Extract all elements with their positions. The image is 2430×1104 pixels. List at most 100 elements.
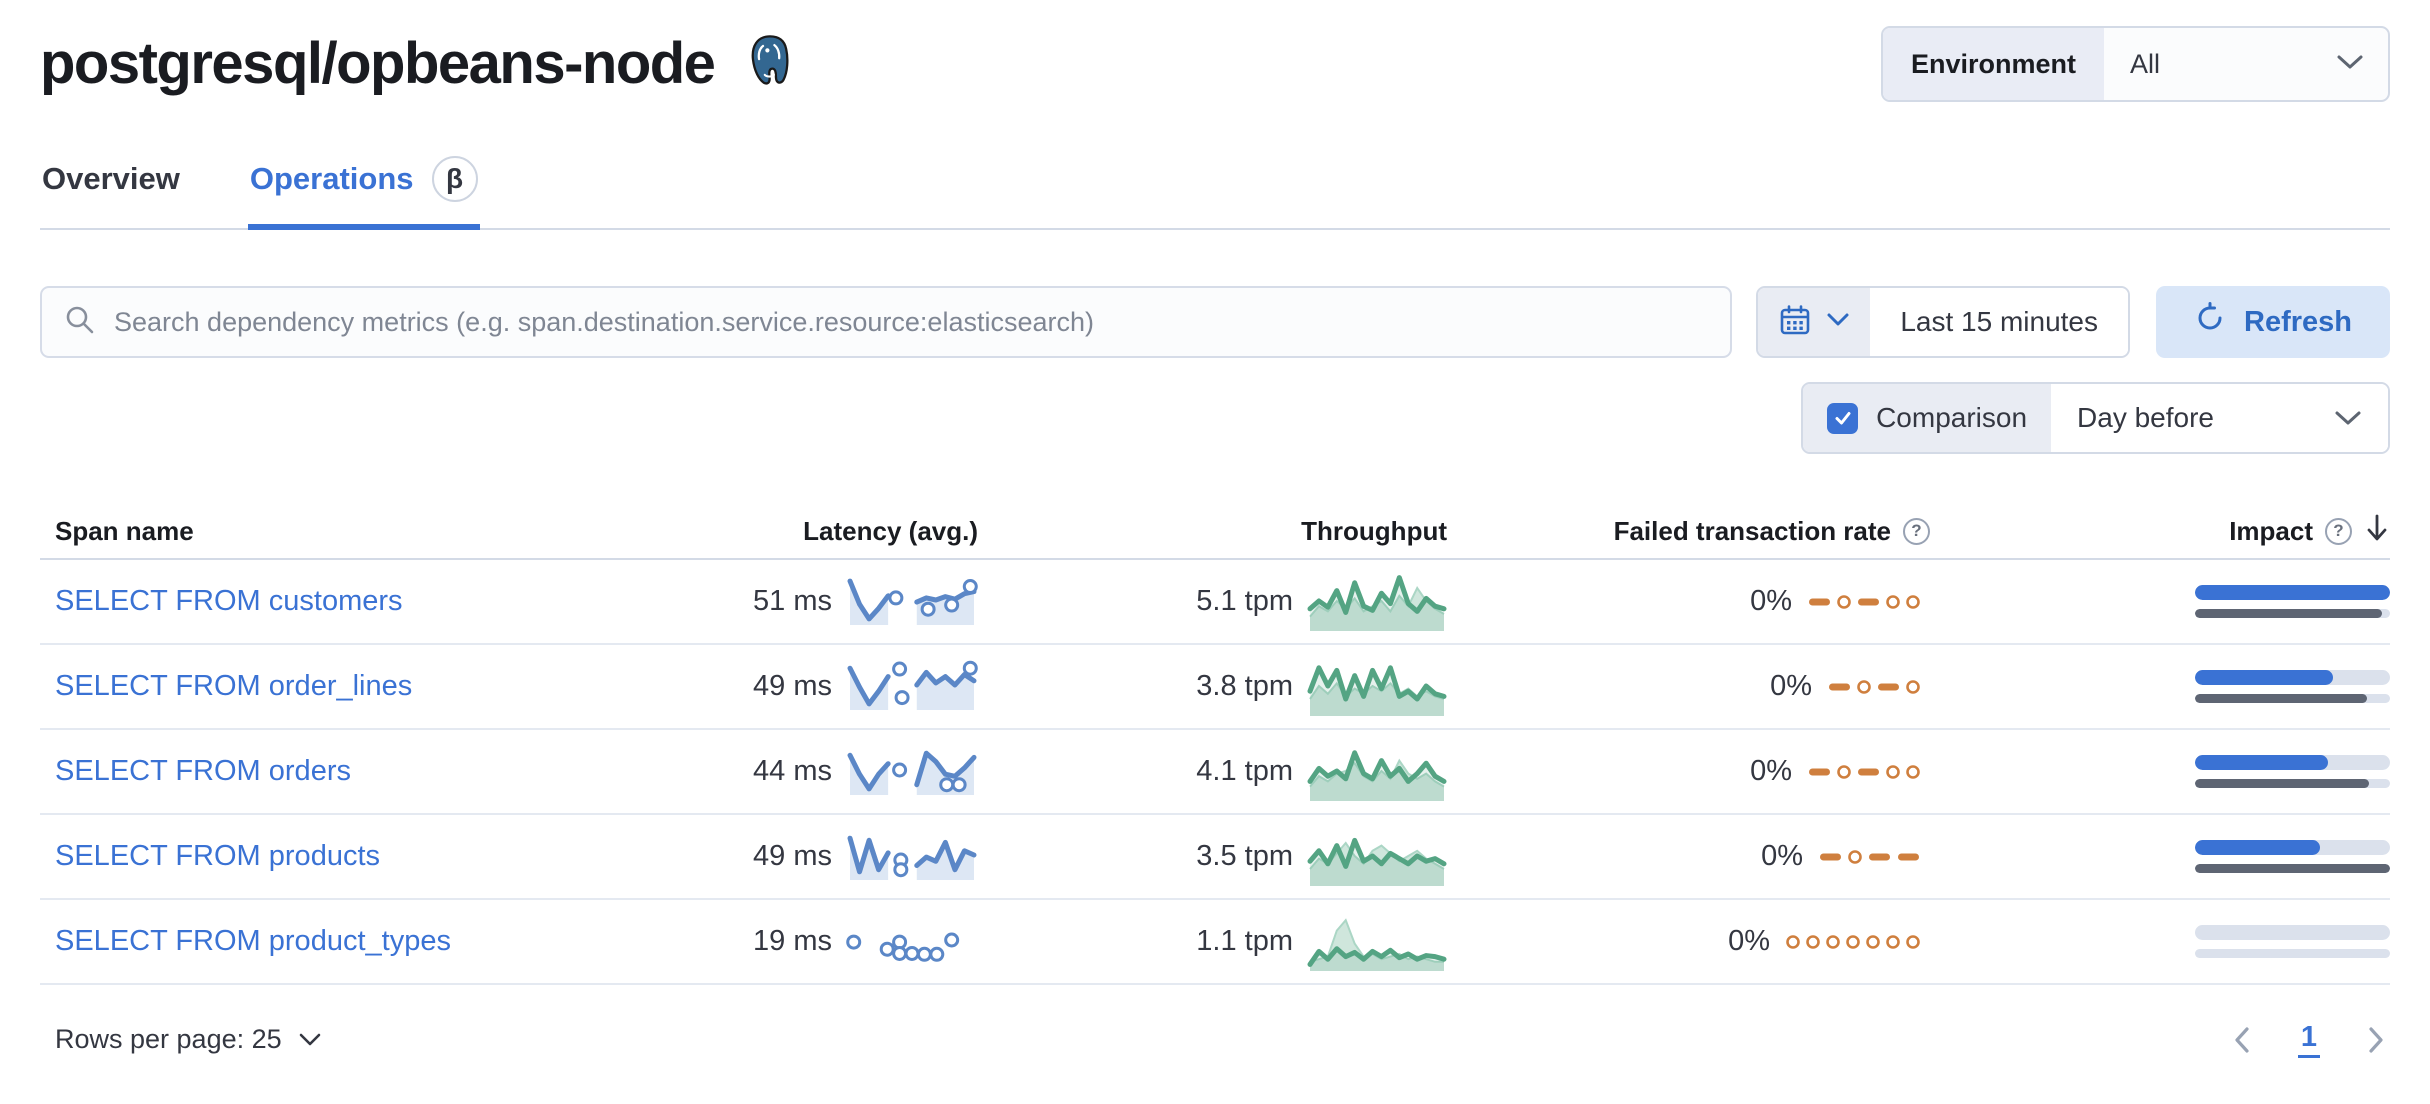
column-header-failed-rate[interactable]: Failed transaction rate ? (1447, 516, 1930, 547)
page-header: postgresql/opbeans-node Environment All (40, 0, 2390, 102)
failed-rate-value: 0% (1761, 840, 1803, 872)
throughput-sparkline (1307, 917, 1447, 971)
latency-sparkline (847, 750, 977, 795)
time-range-value[interactable]: Last 15 minutes (1870, 288, 2128, 356)
beta-badge: β (431, 156, 478, 202)
rows-per-page-label: Rows per page: 25 (55, 1024, 282, 1054)
failed-rate-sparkline (1829, 679, 1920, 694)
impact-previous-fill (2195, 779, 2369, 788)
latency-sparkline (846, 932, 960, 962)
throughput-value: 3.8 tpm (1196, 670, 1293, 702)
impact-current-fill (2195, 585, 2390, 600)
table-row: SELECT FROM orders 44 ms 4.1 tpm 0% (40, 728, 2390, 813)
help-icon[interactable]: ? (1903, 517, 1930, 545)
comparison-label: Comparison (1876, 402, 2028, 433)
chevron-down-icon (298, 1024, 322, 1055)
latency-value: 51 ms (753, 585, 832, 617)
impact-bar (2195, 755, 2390, 788)
span-name-link[interactable]: SELECT FROM orders (55, 755, 351, 787)
comparison-row: Comparison Day before (40, 382, 2390, 454)
environment-label: Environment (1883, 28, 2105, 100)
table-header: Span name Latency (avg.) Throughput Fail… (40, 504, 2390, 560)
throughput-value: 5.1 tpm (1196, 585, 1293, 617)
table-footer: Rows per page: 25 1 (40, 1021, 2390, 1058)
table-row: SELECT FROM products 49 ms 3.5 tpm 0% (40, 813, 2390, 898)
page-number[interactable]: 1 (2297, 1021, 2320, 1058)
comparison-select[interactable]: Day before (2051, 384, 2388, 452)
postgresql-logo-icon (742, 32, 798, 93)
tab-overview-label: Overview (42, 161, 180, 196)
previous-page-button[interactable] (2232, 1025, 2252, 1055)
comparison-toggle[interactable]: Comparison (1803, 384, 2052, 452)
span-name-link[interactable]: SELECT FROM product_types (55, 925, 451, 957)
chevron-down-icon (1826, 312, 1850, 333)
impact-bar (2195, 670, 2390, 703)
column-header-span-name[interactable]: Span name (40, 516, 518, 547)
failed-rate-value: 0% (1750, 585, 1792, 617)
throughput-value: 1.1 tpm (1196, 925, 1293, 957)
impact-previous-fill (2195, 694, 2367, 703)
impact-previous-fill (2195, 864, 2390, 873)
span-name-link[interactable]: SELECT FROM customers (55, 585, 403, 617)
chevron-down-icon (2336, 53, 2364, 76)
table-row: SELECT FROM order_lines 49 ms 3.8 tpm 0% (40, 643, 2390, 728)
controls-row: Last 15 minutes Refresh (40, 286, 2390, 358)
column-header-impact[interactable]: Impact ? (1930, 513, 2390, 550)
search-input[interactable] (112, 305, 1709, 339)
throughput-value: 4.1 tpm (1196, 755, 1293, 787)
chevron-down-icon (2334, 402, 2362, 434)
column-header-throughput[interactable]: Throughput (978, 516, 1447, 547)
latency-sparkline (847, 835, 977, 880)
throughput-sparkline (1307, 749, 1447, 801)
throughput-sparkline (1307, 664, 1447, 716)
latency-value: 49 ms (753, 840, 832, 872)
impact-current-fill (2195, 755, 2328, 770)
refresh-button-label: Refresh (2244, 305, 2352, 338)
impact-header-label: Impact (2229, 515, 2313, 546)
latency-sparkline (847, 578, 978, 625)
refresh-icon (2194, 302, 2226, 342)
next-page-button[interactable] (2366, 1025, 2386, 1055)
latency-value: 19 ms (753, 925, 832, 957)
rows-per-page-select[interactable]: Rows per page: 25 (40, 1024, 322, 1055)
throughput-sparkline (1307, 574, 1447, 631)
operations-table: Span name Latency (avg.) Throughput Fail… (40, 504, 2390, 985)
latency-sparkline (847, 660, 978, 710)
impact-current-fill (2195, 840, 2320, 855)
span-name-link[interactable]: SELECT FROM products (55, 840, 381, 872)
throughput-sparkline (1307, 837, 1447, 886)
impact-previous-fill (2195, 609, 2383, 618)
failed-rate-sparkline (1809, 764, 1920, 779)
failed-rate-sparkline (1820, 849, 1919, 864)
environment-value: All (2130, 48, 2161, 79)
date-picker[interactable]: Last 15 minutes (1756, 286, 2130, 358)
search-box[interactable] (40, 286, 1733, 358)
page-title: postgresql/opbeans-node (40, 31, 716, 97)
tab-overview[interactable]: Overview (42, 156, 180, 228)
failed-rate-header-label: Failed transaction rate (1613, 515, 1891, 546)
impact-current-fill (2195, 670, 2334, 685)
help-icon[interactable]: ? (2325, 517, 2352, 545)
comparison-value: Day before (2077, 402, 2214, 433)
span-name-header-label: Span name (55, 515, 194, 546)
table-row: SELECT FROM customers 51 ms 5.1 tpm 0% (40, 560, 2390, 643)
column-header-latency[interactable]: Latency (avg.) (518, 516, 978, 547)
failed-rate-sparkline (1786, 934, 1920, 949)
refresh-button[interactable]: Refresh (2156, 286, 2390, 358)
tab-operations[interactable]: Operations β (247, 156, 480, 230)
impact-bar (2195, 925, 2390, 958)
comparison-checkbox[interactable] (1827, 402, 1859, 434)
table-row: SELECT FROM product_types 19 ms 1.1 tpm … (40, 898, 2390, 983)
search-icon (64, 304, 96, 341)
environment-select[interactable]: Environment All (1881, 26, 2390, 102)
failed-rate-sparkline (1809, 594, 1920, 609)
tab-operations-label: Operations (249, 161, 414, 196)
date-quick-select[interactable] (1758, 288, 1871, 356)
throughput-header-label: Throughput (1301, 515, 1447, 546)
span-name-link[interactable]: SELECT FROM order_lines (55, 670, 413, 702)
sort-desc-arrow-icon (2364, 513, 2390, 550)
failed-rate-value: 0% (1750, 755, 1792, 787)
comparison-group: Comparison Day before (1801, 382, 2390, 454)
tab-bar: Overview Operations β (40, 156, 2390, 230)
